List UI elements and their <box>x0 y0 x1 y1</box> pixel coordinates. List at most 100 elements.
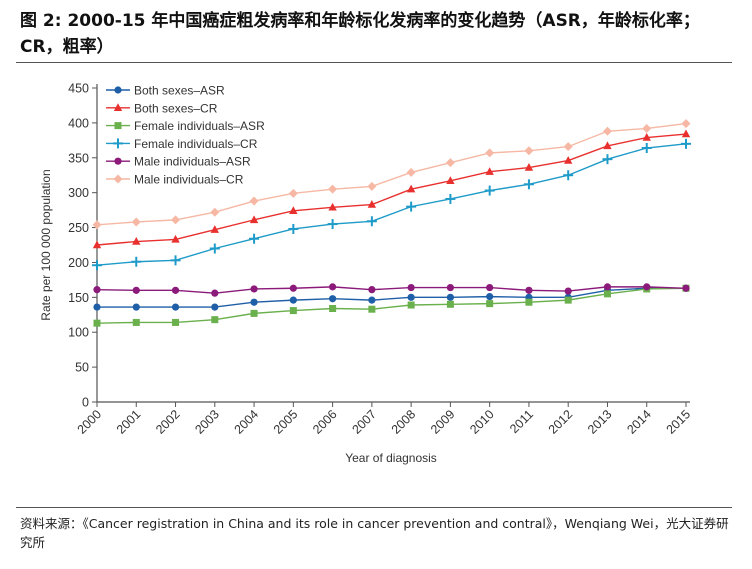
x-tick-label: 2006 <box>310 407 340 437</box>
data-point <box>603 283 612 291</box>
y-tick-label: 0 <box>82 396 89 410</box>
figure-title: 图 2: 2000-15 年中国癌症粗发病率和年龄标化发病率的变化趋势（ASR，… <box>20 11 700 57</box>
data-point <box>211 303 219 311</box>
y-tick-label: 300 <box>68 186 89 200</box>
data-point <box>643 283 651 291</box>
series-4 <box>93 283 690 297</box>
data-point <box>368 296 376 304</box>
data-point <box>406 184 416 193</box>
data-point <box>486 300 494 308</box>
series-line <box>96 143 687 266</box>
data-point <box>486 293 494 301</box>
data-point <box>289 307 297 315</box>
data-point <box>524 146 534 156</box>
data-point <box>93 286 101 294</box>
x-tick-label: 2013 <box>585 407 615 437</box>
data-point <box>170 255 181 266</box>
legend-label: Both sexes–ASR <box>134 84 225 98</box>
legend-swatch-marker <box>113 138 123 149</box>
data-point <box>329 283 337 291</box>
data-point <box>288 188 298 198</box>
x-tick-label: 2014 <box>624 407 654 437</box>
data-point <box>563 142 573 152</box>
data-point <box>368 305 376 313</box>
x-tick-label: 2005 <box>271 407 301 437</box>
legend-label: Female individuals–ASR <box>134 119 265 133</box>
data-point <box>210 207 220 217</box>
source-note: 资料来源：《Cancer registration in China and i… <box>20 516 729 550</box>
data-point <box>132 286 140 294</box>
data-point <box>642 123 652 133</box>
line-chart: 0 50 100 150 200 250 300 350 400 450 2000 2001 2002 2… <box>39 82 694 466</box>
y-tick-label: 250 <box>68 221 89 235</box>
chart-series <box>92 119 691 327</box>
data-point <box>132 237 141 245</box>
legend-label: Both sexes–CR <box>134 101 218 115</box>
series-2 <box>93 284 690 327</box>
series-line <box>96 287 687 324</box>
data-point <box>92 260 102 271</box>
legend-item: Male individuals–ASR <box>106 155 251 169</box>
data-point <box>93 303 101 311</box>
x-tick-label: 2009 <box>428 407 458 437</box>
data-point <box>249 196 259 206</box>
data-point <box>525 286 533 294</box>
data-point <box>367 181 377 191</box>
y-tick-label: 400 <box>68 116 89 130</box>
series-line <box>96 133 687 246</box>
series-5 <box>92 119 691 230</box>
data-point <box>406 167 416 177</box>
legend-label: Male individuals–CR <box>134 173 244 187</box>
data-point <box>289 206 298 215</box>
x-tick-label: 2007 <box>349 407 379 437</box>
data-point <box>446 293 454 301</box>
data-point <box>445 158 455 168</box>
data-point <box>249 233 260 244</box>
data-point <box>603 290 611 298</box>
series-3 <box>92 138 691 271</box>
data-point <box>682 284 690 292</box>
series-line <box>96 122 687 226</box>
x-tick-label: 2001 <box>114 407 144 437</box>
data-point <box>642 133 651 141</box>
x-tick-label: 2010 <box>467 407 497 437</box>
data-point <box>289 284 297 292</box>
x-tick-label: 2008 <box>389 407 419 437</box>
data-point <box>209 243 220 254</box>
data-point <box>327 219 338 230</box>
data-point <box>92 240 102 249</box>
data-point <box>132 318 140 326</box>
data-point <box>525 298 533 306</box>
data-point <box>289 296 297 304</box>
y-tick-label: 350 <box>68 151 89 165</box>
title-divider <box>16 62 732 63</box>
data-point <box>446 300 454 308</box>
data-point <box>406 201 417 212</box>
data-point <box>328 184 338 194</box>
series-line <box>96 286 687 294</box>
data-point <box>211 289 219 297</box>
data-point <box>563 170 574 181</box>
legend-label: Male individuals–ASR <box>134 155 251 169</box>
x-tick-label: 2000 <box>75 407 105 437</box>
data-point <box>446 283 454 292</box>
data-point <box>93 319 101 327</box>
data-point <box>603 141 612 150</box>
data-point <box>641 143 652 154</box>
data-point <box>288 223 299 234</box>
legend-swatch-marker <box>113 103 123 111</box>
data-point <box>171 303 180 311</box>
series-line <box>97 287 686 308</box>
data-point <box>366 216 377 227</box>
x-tick-label: 2004 <box>232 407 262 437</box>
data-point <box>564 287 572 295</box>
data-point <box>92 220 102 230</box>
x-tick-label: 2015 <box>664 407 694 437</box>
data-point <box>681 138 691 149</box>
y-tick-label: 200 <box>68 256 89 270</box>
data-point <box>484 185 495 196</box>
data-point <box>485 167 494 175</box>
data-point <box>211 316 219 324</box>
data-point <box>171 286 180 294</box>
data-point <box>407 301 415 309</box>
